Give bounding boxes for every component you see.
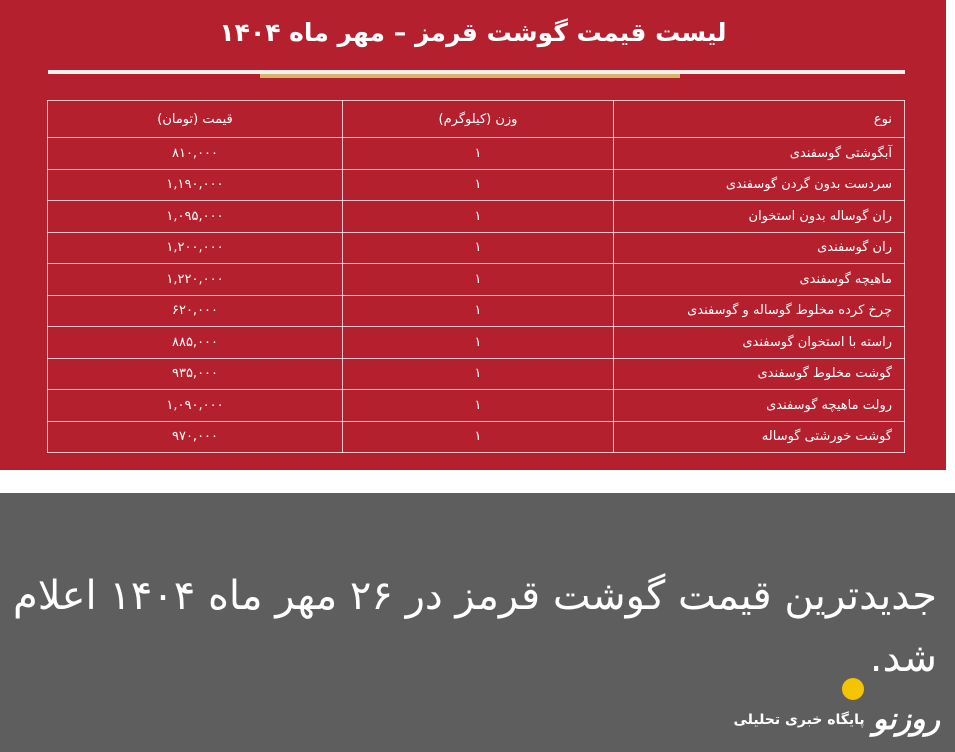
table-row: ران گوسفندی ۱ ۱,۲۰۰,۰۰۰ [47,231,905,264]
poster-title: لیست قیمت گوشت قرمز – مهر ماه ۱۴۰۴ [219,18,727,47]
table-cell: آبگوشتی گوسفندی [613,137,905,170]
header-row: نوع وزن (کیلوگرم) قیمت (تومان) [47,100,905,138]
logo-tagline: پایگاه خبری تحلیلی [733,711,865,728]
table-cell: ماهیچه گوسفندی [613,263,905,296]
table-cell: ۱ [342,137,614,170]
header-cell: وزن (کیلوگرم) [342,100,614,138]
table-cell: ۸۸۵,۰۰۰ [47,326,343,359]
table-cell: ۱ [342,231,614,264]
header-cell: قیمت (تومان) [47,100,343,138]
table-cell: چرخ کرده مخلوط گوساله و گوسفندی [613,294,905,327]
table-row: گوشت مخلوط گوسفندی ۱ ۹۳۵,۰۰۰ [47,357,905,390]
table-cell: راسته با استخوان گوسفندی [613,326,905,359]
table-cell: ۱ [342,389,614,422]
divider-accent [260,74,680,78]
table-cell: گوشت خورشتی گوساله [613,420,905,453]
table-cell: ۱,۲۲۰,۰۰۰ [47,263,343,296]
table-cell: ران گوساله بدون استخوان [613,200,905,233]
table-cell: ۱ [342,200,614,233]
table-cell: ۱,۲۰۰,۰۰۰ [47,231,343,264]
divider [48,70,905,74]
table-row: ماهیچه گوسفندی ۱ ۱,۲۲۰,۰۰۰ [47,263,905,296]
table-body: آبگوشتی گوسفندی ۱ ۸۱۰,۰۰۰ سردست بدون گردن گ… [47,137,905,453]
table-cell: ۹۷۰,۰۰۰ [47,420,343,453]
table-cell: ۱,۰۹۵,۰۰۰ [47,200,343,233]
header-cell: نوع [613,100,905,138]
logo-mark: روزنو [872,702,940,737]
table-cell: ۱ [342,326,614,359]
table-row: رولت ماهیچه گوسفندی ۱ ۱,۰۹۰,۰۰۰ [47,389,905,422]
table-cell: ۱ [342,294,614,327]
table-row: ران گوساله بدون استخوان ۱ ۱,۰۹۵,۰۰۰ [47,200,905,233]
headline: جدیدترین قیمت گوشت قرمز در ۲۶ مهر ماه ۱۴… [12,573,937,681]
caption-area [0,493,955,752]
table-cell: ۹۳۵,۰۰۰ [47,357,343,390]
table-row: چرخ کرده مخلوط گوساله و گوسفندی ۱ ۶۲۰,۰۰۰ [47,294,905,327]
logo-dot [842,678,864,700]
table-head: نوع وزن (کیلوگرم) قیمت (تومان) [47,100,905,138]
logo: روزنو پایگاه خبری تحلیلی [734,702,941,737]
table-cell: ۱ [342,263,614,296]
table-row: گوشت خورشتی گوساله ۱ ۹۷۰,۰۰۰ [47,420,905,453]
table-cell: سردست بدون گردن گوسفندی [613,168,905,201]
table-row: راسته با استخوان گوسفندی ۱ ۸۸۵,۰۰۰ [47,326,905,359]
table-cell: ران گوسفندی [613,231,905,264]
table-cell: رولت ماهیچه گوسفندی [613,389,905,422]
table-cell: ۶۲۰,۰۰۰ [47,294,343,327]
poster: لیست قیمت گوشت قرمز – مهر ماه ۱۴۰۴ نوع وز… [0,0,946,470]
table-cell: ۱,۱۹۰,۰۰۰ [47,168,343,201]
table-cell: گوشت مخلوط گوسفندی [613,357,905,390]
table-cell: ۸۱۰,۰۰۰ [47,137,343,170]
table-cell: ۱ [342,357,614,390]
table-row: سردست بدون گردن گوسفندی ۱ ۱,۱۹۰,۰۰۰ [47,168,905,201]
table-row: آبگوشتی گوسفندی ۱ ۸۱۰,۰۰۰ [47,137,905,170]
table-cell: ۱ [342,168,614,201]
table-cell: ۱,۰۹۰,۰۰۰ [47,389,343,422]
price-table: نوع وزن (کیلوگرم) قیمت (تومان) آبگوشتی گوس… [47,100,905,453]
table-cell: ۱ [342,420,614,453]
